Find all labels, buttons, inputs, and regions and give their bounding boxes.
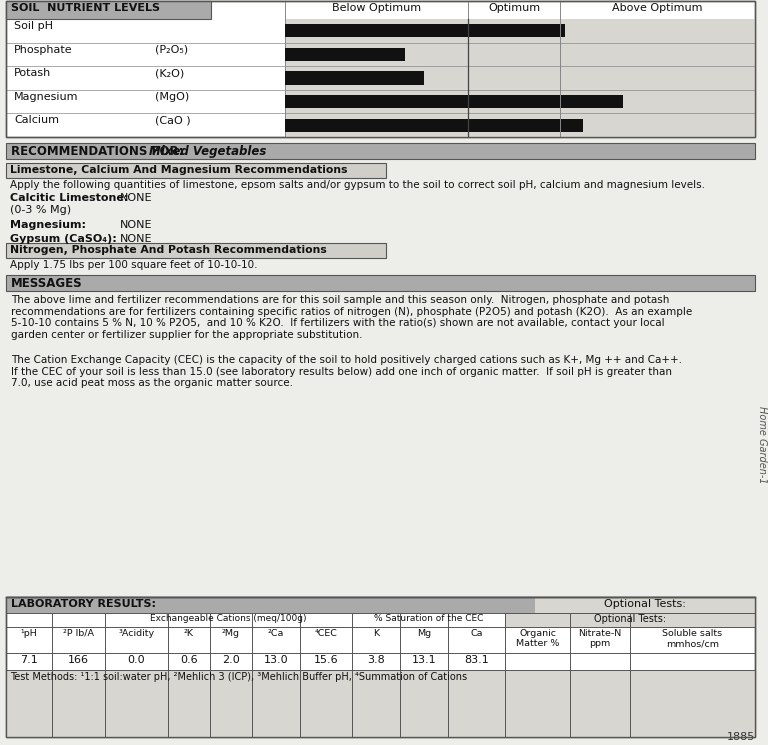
Text: (0-3 % Mg): (0-3 % Mg) <box>10 205 71 215</box>
Bar <box>285 19 755 42</box>
Text: % Saturation of the CEC: % Saturation of the CEC <box>374 614 483 623</box>
Text: NONE: NONE <box>120 193 153 203</box>
Text: Optimum: Optimum <box>488 3 540 13</box>
Text: Mg: Mg <box>417 629 431 638</box>
Bar <box>535 597 755 613</box>
Text: 13.0: 13.0 <box>263 655 288 665</box>
Text: Limestone, Calcium And Magnesium Recommendations: Limestone, Calcium And Magnesium Recomme… <box>10 165 347 175</box>
Text: K: K <box>373 629 379 638</box>
Text: 2.0: 2.0 <box>222 655 240 665</box>
Text: Home Garden-1: Home Garden-1 <box>757 406 767 484</box>
Text: Below Optimum: Below Optimum <box>332 3 421 13</box>
Bar <box>285 24 564 37</box>
Bar <box>285 48 405 61</box>
Bar <box>6 597 755 737</box>
Text: The above lime and fertilizer recommendations are for this soil sample and this : The above lime and fertilizer recommenda… <box>11 295 692 340</box>
Text: Gypsum (CaSO₄):: Gypsum (CaSO₄): <box>10 234 117 244</box>
Text: Ca: Ca <box>470 629 483 638</box>
Text: ²Mg: ²Mg <box>222 629 240 638</box>
Bar <box>6 275 755 291</box>
Bar <box>285 42 755 66</box>
Text: Exchangeable Cations (meq/100g): Exchangeable Cations (meq/100g) <box>151 614 306 623</box>
Text: Soluble salts
mmhos/cm: Soluble salts mmhos/cm <box>663 629 723 648</box>
Text: Organic
Matter %: Organic Matter % <box>516 629 559 648</box>
Bar <box>6 1 755 137</box>
Text: Calcium: Calcium <box>14 115 59 125</box>
Text: Apply 1.75 lbs per 100 square feet of 10-10-10.: Apply 1.75 lbs per 100 square feet of 10… <box>10 260 257 270</box>
Text: Nitrate-N
ppm: Nitrate-N ppm <box>578 629 621 648</box>
Text: ²Ca: ²Ca <box>268 629 284 638</box>
Text: ³Acidity: ³Acidity <box>118 629 154 638</box>
Bar <box>6 143 755 159</box>
Bar <box>285 72 424 85</box>
Text: ²P lb/A: ²P lb/A <box>63 629 94 638</box>
Text: Calcitic Limestone:: Calcitic Limestone: <box>10 193 128 203</box>
Text: Optional Tests:: Optional Tests: <box>594 614 666 624</box>
Bar <box>505 613 755 627</box>
Bar <box>6 243 386 258</box>
Bar <box>285 90 755 113</box>
Text: NONE: NONE <box>120 220 153 230</box>
Text: Soil pH: Soil pH <box>14 21 53 31</box>
Text: LABORATORY RESULTS:: LABORATORY RESULTS: <box>11 599 156 609</box>
Text: 166: 166 <box>68 655 89 665</box>
Bar <box>6 597 755 613</box>
Bar <box>285 113 755 137</box>
Text: MESSAGES: MESSAGES <box>11 277 83 290</box>
Text: 0.0: 0.0 <box>127 655 145 665</box>
Bar <box>285 95 624 108</box>
Text: 13.1: 13.1 <box>412 655 436 665</box>
Bar <box>6 670 755 737</box>
Text: 0.6: 0.6 <box>180 655 198 665</box>
Text: 3.8: 3.8 <box>367 655 385 665</box>
Text: 15.6: 15.6 <box>313 655 339 665</box>
Text: Phosphate: Phosphate <box>14 45 73 54</box>
Text: Apply the following quantities of limestone, epsom salts and/or gypsum to the so: Apply the following quantities of limest… <box>10 180 705 190</box>
Text: 83.1: 83.1 <box>464 655 489 665</box>
Text: Potash: Potash <box>14 69 51 78</box>
Text: SOIL  NUTRIENT LEVELS: SOIL NUTRIENT LEVELS <box>11 3 160 13</box>
Text: The Cation Exchange Capacity (CEC) is the capacity of the soil to hold positivel: The Cation Exchange Capacity (CEC) is th… <box>11 355 682 388</box>
Text: Magnesium: Magnesium <box>14 92 78 102</box>
Text: Test Methods: ¹1:1 soil:water pH, ²Mehlich 3 (ICP), ³Mehlich Buffer pH, ⁴Summati: Test Methods: ¹1:1 soil:water pH, ²Mehli… <box>10 672 467 682</box>
Text: Magnesium:: Magnesium: <box>10 220 86 230</box>
Text: (P₂O₅): (P₂O₅) <box>155 45 188 54</box>
Bar <box>285 118 584 132</box>
Text: Above Optimum: Above Optimum <box>612 3 703 13</box>
Text: RECOMMENDATIONS FOR:: RECOMMENDATIONS FOR: <box>11 145 187 158</box>
Text: ²K: ²K <box>184 629 194 638</box>
Text: 7.1: 7.1 <box>20 655 38 665</box>
Bar <box>6 597 755 737</box>
Bar <box>6 1 211 19</box>
Text: Mixed Vegetables: Mixed Vegetables <box>149 145 266 158</box>
Bar <box>285 66 755 90</box>
Text: ⁴CEC: ⁴CEC <box>315 629 337 638</box>
Text: ¹pH: ¹pH <box>21 629 38 638</box>
Text: NONE: NONE <box>120 234 153 244</box>
Text: Nitrogen, Phosphate And Potash Recommendations: Nitrogen, Phosphate And Potash Recommend… <box>10 245 326 255</box>
Text: (CaO ): (CaO ) <box>155 115 190 125</box>
Bar <box>6 1 755 137</box>
Text: (K₂O): (K₂O) <box>155 69 184 78</box>
Text: Optional Tests:: Optional Tests: <box>604 599 686 609</box>
Text: 1885: 1885 <box>727 732 755 742</box>
Text: (MgO): (MgO) <box>155 92 189 102</box>
Bar <box>6 163 386 178</box>
